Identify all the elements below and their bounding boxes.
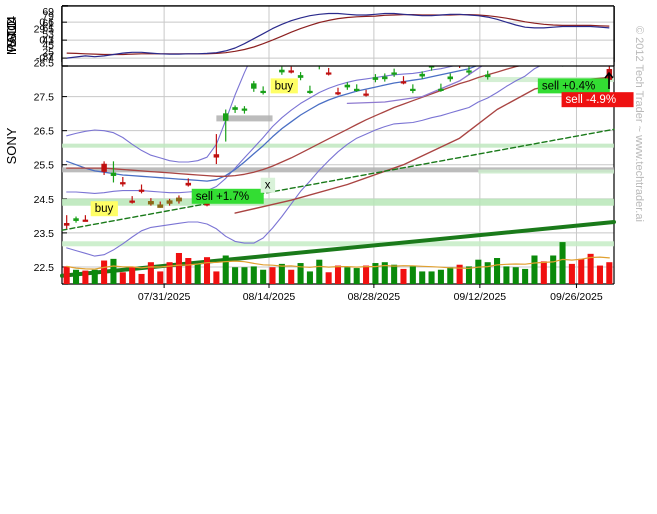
svg-text:07/31/2025: 07/31/2025 [138, 291, 191, 300]
annotation-sell-red [561, 92, 634, 108]
annotation-x-mark [260, 177, 276, 193]
svg-text:28.5: 28.5 [34, 58, 55, 70]
svg-text:25: 25 [42, 47, 54, 59]
annotation-label: sell +1.7% [196, 191, 249, 203]
svg-text:08/14/2025: 08/14/2025 [243, 291, 296, 300]
macd-axis-label: MACD [4, 17, 19, 55]
svg-text:53: 53 [42, 29, 54, 41]
svg-text:29.5: 29.5 [34, 23, 55, 35]
svg-text:23.5: 23.5 [34, 228, 55, 240]
annotation-label: buy [275, 80, 294, 92]
rsi-axis-label: RSI14 [4, 16, 19, 52]
annotation-sell-green [537, 78, 610, 94]
macd-chart-svg: 0.6 0.1 -0.4 MACD [4, 5, 615, 67]
svg-text:-0.4: -0.4 [36, 53, 54, 65]
sto-axis-label: STO [4, 21, 19, 48]
svg-text:09/12/2025: 09/12/2025 [454, 291, 507, 300]
svg-text:24.5: 24.5 [34, 194, 55, 206]
svg-text:37: 37 [42, 51, 54, 63]
svg-text:0.1: 0.1 [39, 35, 54, 47]
svg-text:69: 69 [42, 6, 54, 18]
annotation-label: buy [95, 203, 114, 215]
copyright-text: © 2012 Tech Trader ~ www.techtrader.ai [633, 26, 645, 222]
annotation-label: sell -4.9% [566, 94, 617, 106]
annotation-sell-green [191, 188, 264, 204]
price-axis-label: SONY [4, 127, 19, 164]
annotation-label: x [265, 180, 271, 192]
svg-text:79: 79 [42, 11, 54, 23]
annotation-buy [90, 201, 118, 217]
svg-text:45: 45 [42, 40, 54, 52]
svg-text:0.6: 0.6 [39, 17, 54, 29]
svg-text:09/26/2025: 09/26/2025 [550, 291, 603, 300]
macd-panel: 0.6 0.1 -0.4 MACD [0, 0, 657, 74]
svg-text:61: 61 [42, 17, 54, 29]
macd-line [66, 12, 610, 59]
svg-text:27.5: 27.5 [34, 92, 55, 104]
svg-text:43: 43 [42, 35, 54, 47]
svg-text:08/28/2025: 08/28/2025 [348, 291, 401, 300]
annotation-buy [270, 78, 298, 94]
annotation-label: sell +0.4% [542, 80, 595, 92]
svg-text:26.5: 26.5 [34, 126, 55, 138]
svg-text:22.5: 22.5 [34, 262, 55, 274]
svg-text:25.5: 25.5 [34, 160, 55, 172]
svg-text:61: 61 [42, 23, 54, 35]
